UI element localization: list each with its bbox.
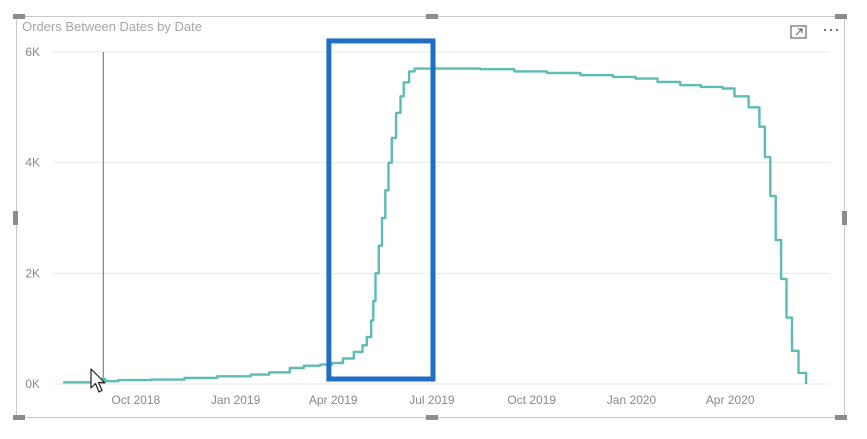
x-tick-label: Apr 2019 <box>309 393 358 407</box>
resize-handle-bottom-right[interactable] <box>835 415 847 420</box>
resize-handle-left[interactable] <box>13 211 18 225</box>
y-tick-label: 0K <box>25 377 40 391</box>
highlight-box <box>326 38 436 382</box>
y-tick-label: 2K <box>25 266 40 280</box>
chart-title: Orders Between Dates by Date <box>22 19 202 34</box>
resize-handle-top[interactable] <box>426 14 438 19</box>
x-tick-label: Apr 2020 <box>706 393 755 407</box>
x-tick-label: Jan 2019 <box>211 393 261 407</box>
resize-handle-bottom-left[interactable] <box>13 415 25 420</box>
x-tick-label: Jan 2020 <box>607 393 657 407</box>
more-options-icon[interactable]: ⋯ <box>822 20 840 40</box>
x-tick-label: Jul 2019 <box>409 393 455 407</box>
y-tick-label: 4K <box>25 156 40 170</box>
x-tick-label: Oct 2019 <box>507 393 556 407</box>
series-line <box>63 67 808 384</box>
resize-handle-right[interactable] <box>842 211 847 225</box>
resize-handle-bottom[interactable] <box>426 415 438 420</box>
y-tick-label: 6K <box>25 45 40 59</box>
resize-handle-top-left[interactable] <box>13 14 25 19</box>
mouse-cursor-icon <box>90 368 106 399</box>
x-tick-label: Oct 2018 <box>111 393 160 407</box>
focus-mode-icon[interactable] <box>790 24 808 44</box>
resize-handle-top-right[interactable] <box>835 14 847 19</box>
